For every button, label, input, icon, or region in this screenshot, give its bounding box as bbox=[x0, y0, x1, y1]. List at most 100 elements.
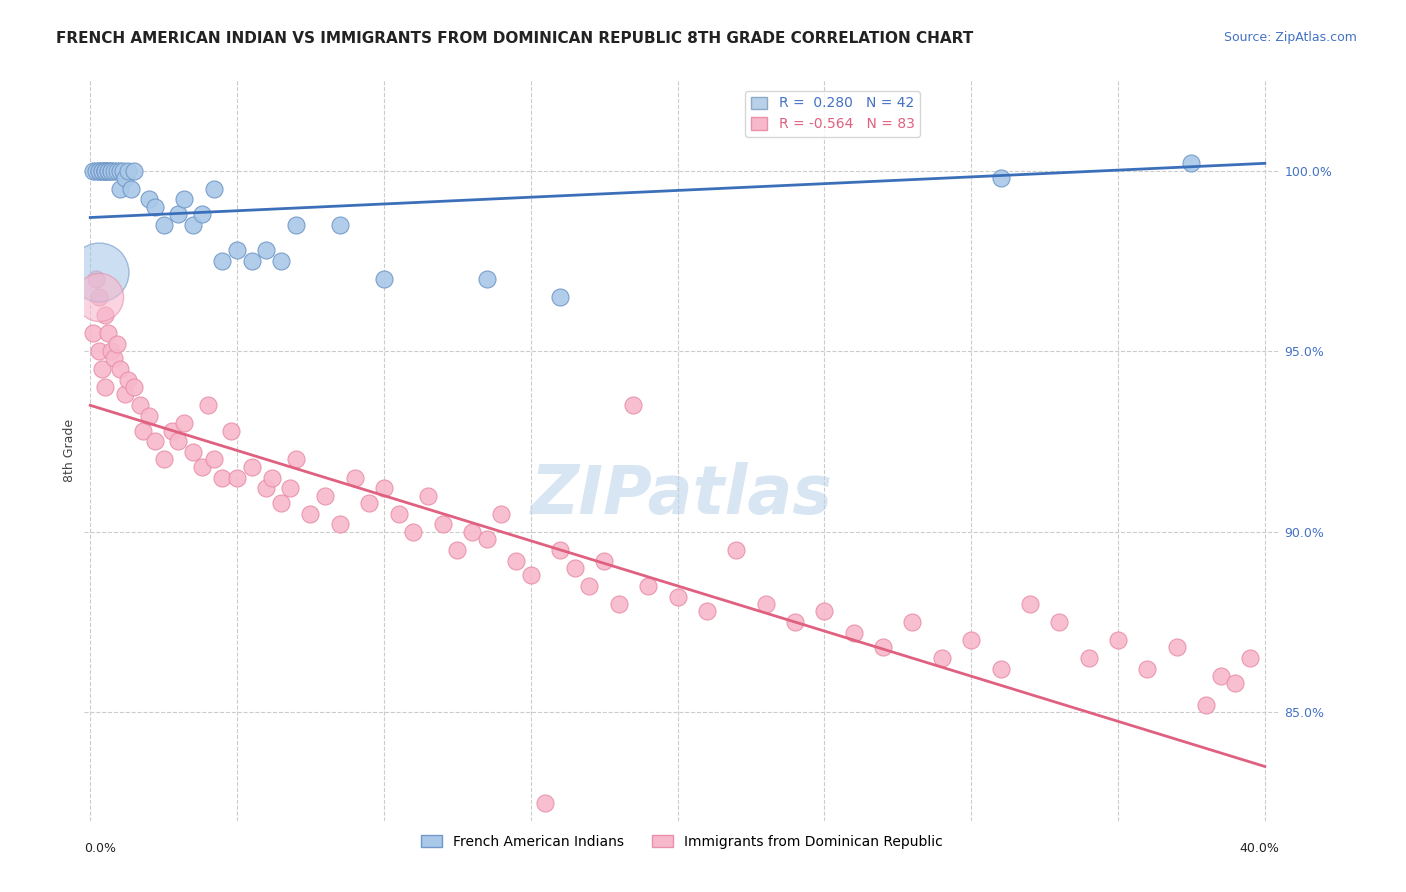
Point bbox=[637, 579, 659, 593]
Point bbox=[1180, 156, 1202, 170]
Point bbox=[100, 163, 122, 178]
Point bbox=[491, 507, 513, 521]
Point bbox=[254, 482, 277, 496]
Point bbox=[84, 163, 107, 178]
Point bbox=[359, 496, 381, 510]
Point bbox=[87, 290, 110, 304]
Point bbox=[475, 272, 498, 286]
Point bbox=[167, 207, 190, 221]
Point bbox=[373, 272, 395, 286]
Point bbox=[100, 344, 122, 359]
Point bbox=[94, 163, 117, 178]
Point bbox=[725, 542, 748, 557]
Point bbox=[120, 181, 142, 195]
Point bbox=[578, 579, 600, 593]
Point bbox=[152, 218, 174, 232]
Point bbox=[181, 218, 204, 232]
Point bbox=[138, 193, 160, 207]
Point bbox=[1047, 615, 1070, 629]
Point bbox=[872, 640, 894, 655]
Point bbox=[226, 243, 249, 257]
Point bbox=[117, 373, 139, 387]
Point bbox=[94, 163, 117, 178]
Point bbox=[299, 507, 322, 521]
Point bbox=[143, 200, 166, 214]
Point bbox=[783, 615, 806, 629]
Point bbox=[108, 362, 131, 376]
Point bbox=[387, 507, 409, 521]
Point bbox=[284, 218, 307, 232]
Point bbox=[94, 308, 117, 322]
Point bbox=[84, 272, 107, 286]
Point bbox=[91, 163, 114, 178]
Point bbox=[91, 163, 114, 178]
Point bbox=[97, 163, 120, 178]
Point bbox=[114, 170, 136, 185]
Text: ZIPatlas: ZIPatlas bbox=[531, 462, 832, 528]
Point bbox=[152, 452, 174, 467]
Point bbox=[548, 290, 571, 304]
Point bbox=[108, 181, 131, 195]
Point bbox=[534, 796, 557, 810]
Point bbox=[461, 524, 484, 539]
Point bbox=[124, 163, 146, 178]
Point bbox=[1136, 662, 1159, 676]
Point bbox=[1195, 698, 1218, 712]
Point bbox=[446, 542, 468, 557]
Point bbox=[97, 326, 120, 340]
Point bbox=[329, 517, 352, 532]
Point bbox=[108, 163, 131, 178]
Text: FRENCH AMERICAN INDIAN VS IMMIGRANTS FROM DOMINICAN REPUBLIC 8TH GRADE CORRELATI: FRENCH AMERICAN INDIAN VS IMMIGRANTS FRO… bbox=[56, 31, 973, 46]
Point bbox=[105, 337, 128, 351]
Point bbox=[162, 424, 184, 438]
Point bbox=[173, 193, 195, 207]
Point bbox=[191, 207, 214, 221]
Point bbox=[91, 362, 114, 376]
Point bbox=[87, 163, 110, 178]
Point bbox=[124, 380, 146, 394]
Point bbox=[181, 445, 204, 459]
Point bbox=[666, 590, 689, 604]
Point bbox=[143, 434, 166, 449]
Point bbox=[901, 615, 924, 629]
Point bbox=[593, 553, 616, 567]
Point bbox=[432, 517, 454, 532]
Point bbox=[97, 163, 120, 178]
Point bbox=[696, 604, 718, 618]
Text: Source: ZipAtlas.com: Source: ZipAtlas.com bbox=[1223, 31, 1357, 45]
Legend: R =  0.280   N = 42, R = -0.564   N = 83: R = 0.280 N = 42, R = -0.564 N = 83 bbox=[745, 91, 920, 137]
Point bbox=[82, 326, 104, 340]
Text: 0.0%: 0.0% bbox=[84, 842, 117, 855]
Point bbox=[842, 625, 865, 640]
Point bbox=[990, 662, 1012, 676]
Point bbox=[278, 482, 301, 496]
Point bbox=[270, 253, 292, 268]
Point bbox=[1225, 676, 1247, 690]
Point bbox=[132, 424, 155, 438]
Point bbox=[111, 163, 134, 178]
Point bbox=[114, 387, 136, 401]
Point bbox=[167, 434, 190, 449]
Point bbox=[226, 470, 249, 484]
Point bbox=[94, 163, 117, 178]
Point bbox=[314, 489, 336, 503]
Text: 40.0%: 40.0% bbox=[1240, 842, 1279, 855]
Y-axis label: 8th Grade: 8th Grade bbox=[63, 419, 76, 482]
Point bbox=[931, 651, 953, 665]
Point bbox=[564, 868, 586, 882]
Point bbox=[202, 181, 225, 195]
Point bbox=[402, 524, 425, 539]
Point bbox=[197, 398, 219, 412]
Point bbox=[211, 253, 233, 268]
Point bbox=[329, 218, 352, 232]
Point bbox=[960, 633, 983, 648]
Point bbox=[623, 398, 645, 412]
Point bbox=[416, 489, 439, 503]
Point bbox=[755, 597, 778, 611]
Point bbox=[191, 459, 214, 474]
Point bbox=[607, 597, 630, 611]
Point bbox=[211, 470, 233, 484]
Point bbox=[519, 568, 541, 582]
Point bbox=[564, 561, 586, 575]
Point bbox=[990, 170, 1012, 185]
